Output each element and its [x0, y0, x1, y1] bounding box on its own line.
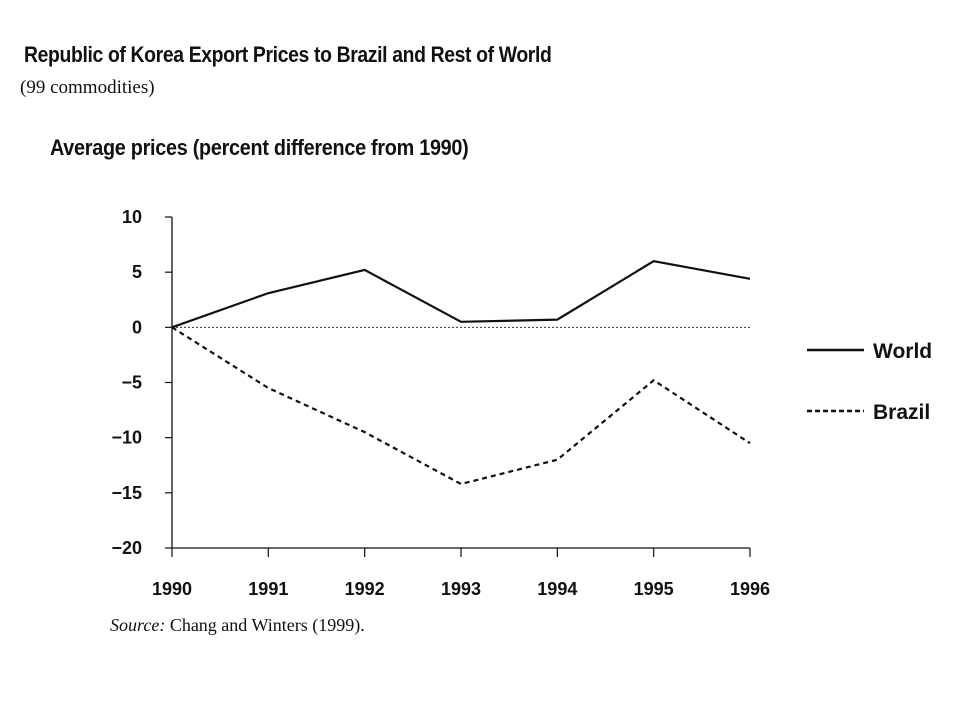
y-tick-label: 0: [132, 317, 142, 337]
series-line-brazil: [171, 326, 751, 486]
y-tick-label: −5: [121, 373, 142, 393]
series-line-world: [171, 259, 751, 329]
x-tick-label: 1992: [345, 579, 385, 599]
y-tick-label: −20: [111, 538, 142, 558]
y-tick-label: 5: [132, 262, 142, 282]
chart-title: Average prices (percent difference from …: [50, 135, 469, 160]
x-tick-label: 1990: [152, 579, 192, 599]
legend-label-world: World: [873, 340, 932, 363]
chart-series: [171, 259, 751, 486]
y-tick-label: −15: [111, 483, 142, 503]
x-tick-label: 1993: [441, 579, 481, 599]
x-tick-label: 1994: [537, 579, 577, 599]
y-tick-label: 10: [122, 207, 142, 227]
chart-ticks: 10 5 0 −5 −10 −15 −20 1990 1991 1992 1993 1994 1995 1…: [111, 207, 770, 599]
page-subtitle: (99 commodities): [20, 77, 155, 98]
x-tick-label: 1996: [730, 579, 770, 599]
y-tick-label: −10: [111, 428, 142, 448]
source-label: Source:: [110, 615, 166, 635]
page-title: Republic of Korea Export Prices to Brazi…: [24, 42, 552, 67]
source-text: Chang and Winters (1999).: [165, 615, 365, 635]
chart-legend: World Brazil: [807, 340, 932, 424]
x-tick-label: 1991: [248, 579, 288, 599]
source-note: Source: Chang and Winters (1999).: [110, 615, 365, 636]
legend-label-brazil: Brazil: [873, 401, 930, 424]
x-tick-label: 1995: [634, 579, 674, 599]
